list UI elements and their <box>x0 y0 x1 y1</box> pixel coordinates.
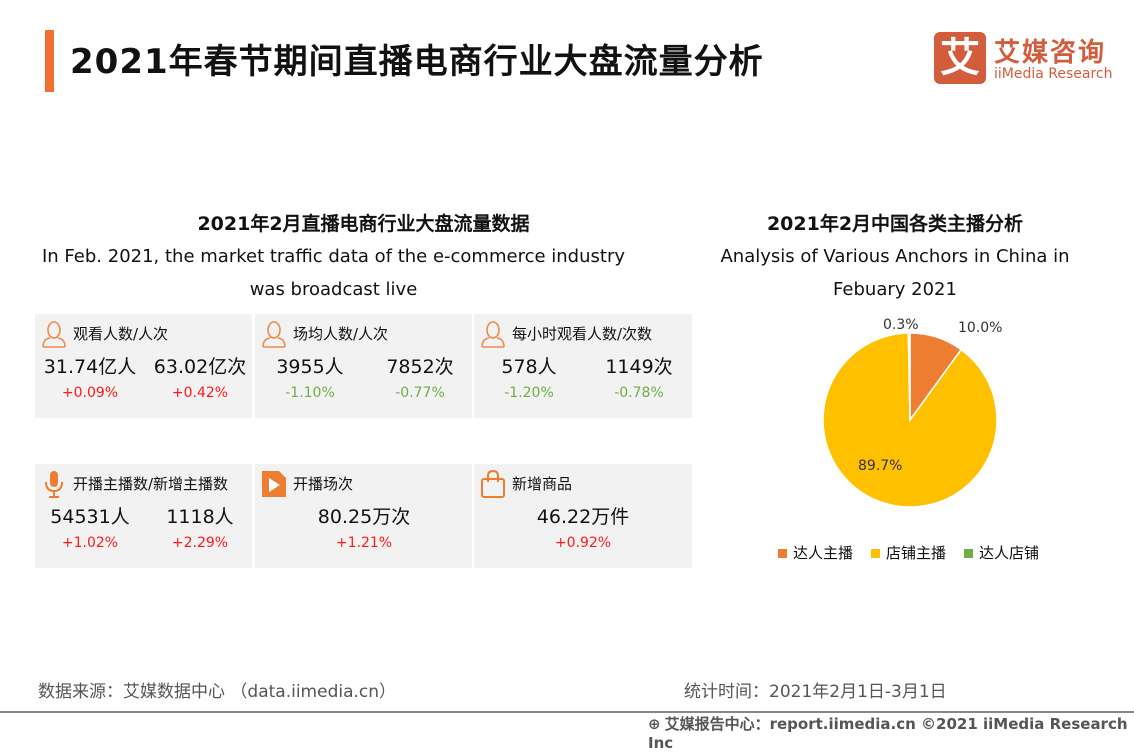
pie-slice-达人店铺 <box>907 332 911 421</box>
metric-change: -0.78% <box>614 385 664 401</box>
metric-change: +1.21% <box>335 535 393 551</box>
metric-card: 开播场次 80.25万次 +1.21% <box>255 464 472 568</box>
metric-card: 观看人数/人次 31.74亿人 +0.09% 63.02亿次 +0.42% <box>35 314 252 418</box>
metric-label: 每小时观看人数/次数 <box>512 325 653 343</box>
chart-subtitle-2: Febuary 2021 <box>833 279 957 300</box>
legend-swatch <box>871 549 881 558</box>
metric-card: 开播主播数/新增主播数 54531人 +1.02% 1118人 +2.29% <box>35 464 252 568</box>
metric-label: 开播场次 <box>293 475 354 493</box>
data-source: 数据来源：艾媒数据中心 （data.iimedia.cn） <box>38 682 397 702</box>
metric-value: 80.25万次 <box>317 506 411 528</box>
title-accent-bar <box>45 30 54 92</box>
legend-label: 达人主播 <box>793 544 854 562</box>
chart-legend: 达人主播 店铺主播 达人店铺 <box>778 542 1039 563</box>
metric-change: +0.09% <box>61 385 119 401</box>
pie-data-label: 89.7% <box>858 458 902 474</box>
page-title: 2021年春节期间直播电商行业大盘流量分析 <box>70 42 764 82</box>
metric-change: +1.02% <box>61 535 119 551</box>
left-section-subtitle-1: In Feb. 2021, the market traffic data of… <box>41 246 626 267</box>
metric-value: 31.74亿人 <box>43 356 137 378</box>
metric-value: 1118人 <box>166 506 234 528</box>
user-icon <box>480 320 506 348</box>
metric-card: 新增商品 46.22万件 +0.92% <box>474 464 692 568</box>
pie-data-label: 10.0% <box>958 320 1002 336</box>
user-icon <box>261 320 287 348</box>
legend-item: 店铺主播 <box>871 542 946 563</box>
pie-data-label: 0.3% <box>883 317 919 333</box>
metric-card: 每小时观看人数/次数 578人 -1.20% 1149次 -0.78% <box>474 314 692 418</box>
metric-label: 开播主播数/新增主播数 <box>73 475 229 493</box>
metric-value: 7852次 <box>386 356 454 378</box>
shopping-bag-icon <box>480 469 506 498</box>
metric-value: 3955人 <box>276 356 344 378</box>
metric-value: 63.02亿次 <box>153 356 247 378</box>
footer-divider <box>0 711 1134 713</box>
globe-icon: ⊕ <box>648 715 661 733</box>
legend-swatch <box>778 549 787 558</box>
legend-item: 达人主播 <box>778 542 853 563</box>
metric-value: 1149次 <box>605 356 673 378</box>
copyright-text: 艾媒报告中心：report.iimedia.cn ©2021 iiMedia R… <box>648 715 1128 752</box>
metric-label: 观看人数/人次 <box>73 325 169 343</box>
chart-subtitle-1: Analysis of Various Anchors in China in <box>720 246 1070 267</box>
legend-swatch <box>964 549 974 558</box>
statistics-time: 统计时间：2021年2月1日-3月1日 <box>684 682 947 702</box>
pie-slice-店铺主播 <box>822 332 998 508</box>
video-file-icon <box>261 470 287 498</box>
metric-change: -0.77% <box>395 385 445 401</box>
metric-value: 46.22万件 <box>536 506 630 528</box>
left-section-title: 2021年2月直播电商行业大盘流量数据 <box>197 213 530 235</box>
logo-icon: 艾 <box>934 32 986 84</box>
logo-text-en: iiMedia Research <box>994 66 1113 82</box>
metric-value: 578人 <box>501 356 557 378</box>
pie-chart: 10.0% 89.7% 0.3% <box>822 317 1002 508</box>
chart-title: 2021年2月中国各类主播分析 <box>766 213 1024 235</box>
metric-change: +0.42% <box>171 385 229 401</box>
logo-text-cn: 艾媒咨询 <box>994 38 1107 68</box>
metric-change: +2.29% <box>171 535 229 551</box>
metric-change: -1.20% <box>504 385 554 401</box>
metric-label: 新增商品 <box>512 475 573 493</box>
metric-label: 场均人数/人次 <box>293 325 389 343</box>
microphone-icon <box>41 470 67 498</box>
left-section-subtitle-2: was broadcast live <box>249 279 418 300</box>
user-icon <box>41 320 67 348</box>
legend-item: 达人店铺 <box>964 542 1039 563</box>
metric-card: 场均人数/人次 3955人 -1.10% 7852次 -0.77% <box>255 314 472 418</box>
legend-label: 店铺主播 <box>886 544 947 562</box>
metric-change: +0.92% <box>554 535 612 551</box>
metric-change: -1.10% <box>285 385 335 401</box>
footer-copyright: ⊕ 艾媒报告中心：report.iimedia.cn ©2021 iiMedia … <box>648 713 1134 752</box>
metric-value: 54531人 <box>50 506 130 528</box>
legend-label: 达人店铺 <box>979 544 1040 562</box>
